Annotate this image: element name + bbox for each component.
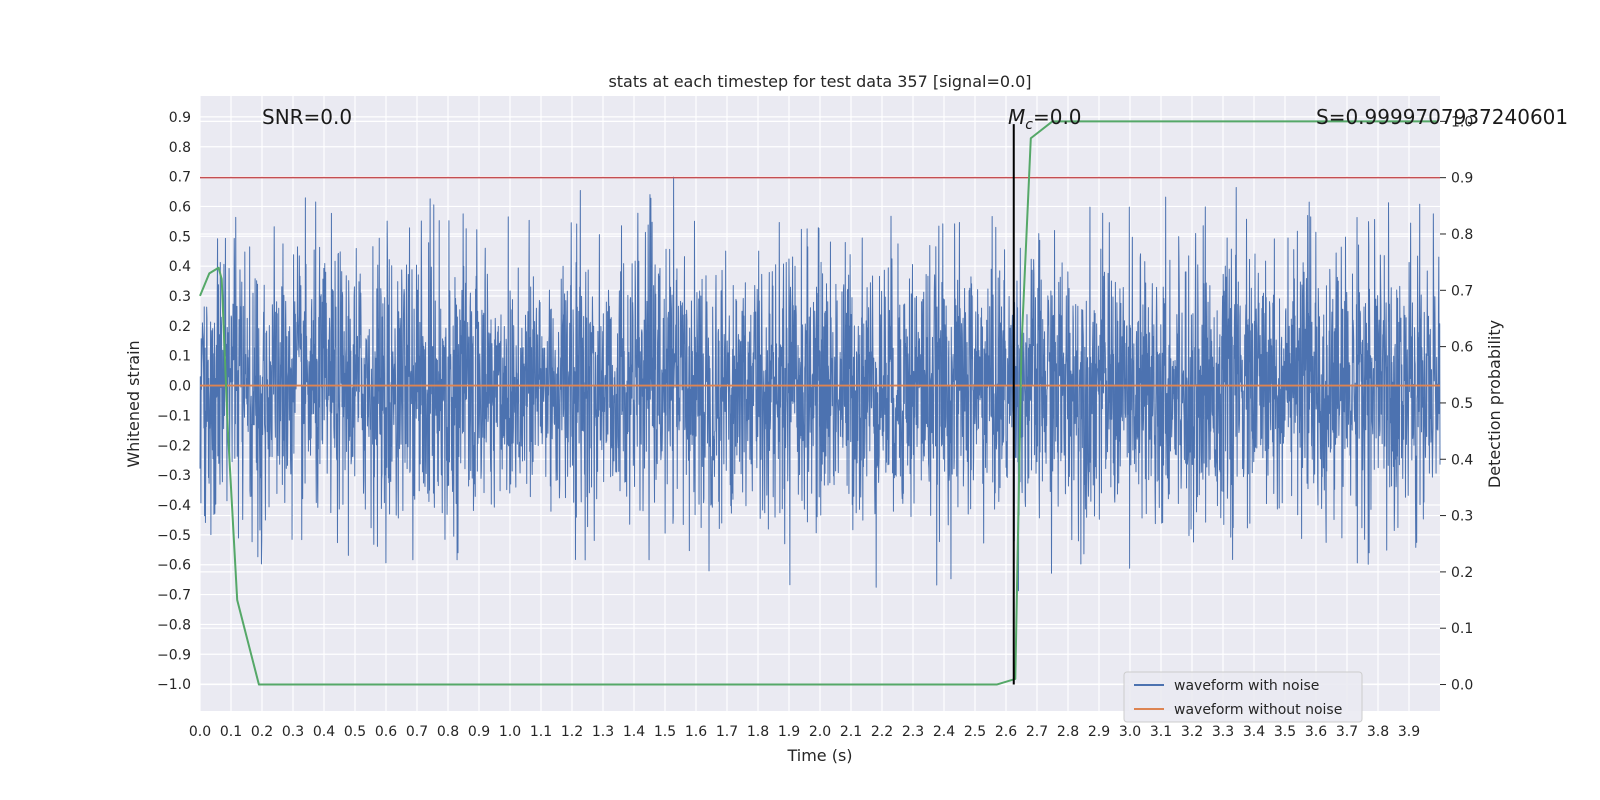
x-tick-label: 2.2 <box>871 724 893 740</box>
series-noise-line <box>199 176 1441 592</box>
legend-label-clean: waveform without noise <box>1174 702 1342 718</box>
series-detection-probability-line <box>199 120 1437 686</box>
y-tick-label: −0.6 <box>157 558 191 574</box>
x-tick-label: 3.4 <box>1243 724 1265 740</box>
legend: waveform with noise waveform without noi… <box>1123 671 1363 723</box>
x-tick-label: 1.8 <box>747 724 769 740</box>
y-tick-label: 0.6 <box>169 199 191 215</box>
y-tick-label: −0.8 <box>157 617 191 633</box>
legend-box <box>1123 671 1363 723</box>
y2-tick-label: 0.0 <box>1451 678 1473 694</box>
snr-annotation: SNR=0.0 <box>262 105 352 129</box>
x-tick-label: 1.1 <box>530 724 552 740</box>
s-annotation: S=0.9999707937240601 <box>1316 105 1568 129</box>
y2-axis-label: Detection probability <box>1485 320 1504 488</box>
noise-waveform <box>199 176 1441 592</box>
y-tick-label: 0.1 <box>169 349 191 365</box>
x-tick-label: 0.5 <box>344 724 366 740</box>
x-tick-label: 1.7 <box>716 724 738 740</box>
y-tick-label: 0.5 <box>169 229 191 245</box>
x-tick-label: 2.6 <box>995 724 1017 740</box>
y-tick-label: 0.2 <box>169 319 191 335</box>
x-tick-label: 3.1 <box>1150 724 1172 740</box>
y2-tick-label: 0.3 <box>1451 509 1473 525</box>
x-tick-label: 1.4 <box>623 724 645 740</box>
x-tick-label: 2.4 <box>933 724 955 740</box>
x-tick-label: 0.7 <box>406 724 428 740</box>
y-axis-label: Whitened strain <box>124 340 143 467</box>
x-tick-label: 3.7 <box>1336 724 1358 740</box>
chirp-mass-annotation: Mc=0.0 <box>1008 105 1082 133</box>
y2-tick-label: 0.7 <box>1451 283 1473 299</box>
y-tick-label: −0.3 <box>157 468 191 484</box>
x-tick-label: 2.8 <box>1057 724 1079 740</box>
y2-tick-label: 0.5 <box>1451 396 1473 412</box>
x-tick-label: 1.6 <box>685 724 707 740</box>
x-tick-label: 2.7 <box>1026 724 1048 740</box>
y2-tick-label: 0.4 <box>1451 452 1473 468</box>
y-tick-label: 0.3 <box>169 289 191 305</box>
x-tick-label: 2.0 <box>809 724 831 740</box>
legend-label-noise: waveform with noise <box>1174 678 1319 694</box>
x-ticks: 0.0 0.1 0.2 0.3 0.4 0.5 0.6 0.7 0.8 0.9 1.0 1.1 1.2 1… <box>189 724 1420 740</box>
x-tick-label: 3.9 <box>1398 724 1420 740</box>
x-tick-label: 0.2 <box>251 724 273 740</box>
y2-tick-label: 0.2 <box>1451 565 1473 581</box>
x-tick-label: 1.5 <box>654 724 676 740</box>
y-tick-label: 0.4 <box>169 259 191 275</box>
x-tick-label: 1.9 <box>778 724 800 740</box>
x-tick-label: 2.9 <box>1088 724 1110 740</box>
y2-tick-label: 0.6 <box>1451 340 1473 356</box>
y-tick-label: −0.9 <box>157 647 191 663</box>
x-tick-label: 1.2 <box>561 724 583 740</box>
x-tick-label: 3.5 <box>1274 724 1296 740</box>
x-tick-label: 2.1 <box>840 724 862 740</box>
y-tick-label: 0.0 <box>169 379 191 395</box>
x-tick-label: 3.8 <box>1367 724 1389 740</box>
lines-layer <box>199 120 1440 686</box>
y-tick-label: 0.7 <box>169 170 191 186</box>
x-tick-label: 2.3 <box>902 724 924 740</box>
chart-title: stats at each timestep for test data 357… <box>608 72 1031 91</box>
y-tick-label: 0.9 <box>169 110 191 126</box>
y-tick-label: −0.2 <box>157 438 191 454</box>
y-tick-label: −0.1 <box>157 408 191 424</box>
y-ticks: 0.9 0.8 0.7 0.6 0.5 0.4 0.3 0.2 0.1 0.0 −0.1 −0.2 −0… <box>157 110 191 693</box>
x-tick-label: 0.6 <box>375 724 397 740</box>
x-tick-label: 0.8 <box>437 724 459 740</box>
y2-tick-label: 1.0 <box>1451 114 1473 130</box>
x-tick-label: 3.0 <box>1119 724 1141 740</box>
chirp-mass-symbol: M <box>1008 105 1025 129</box>
x-tick-label: 0.4 <box>313 724 335 740</box>
x-tick-label: 0.9 <box>468 724 490 740</box>
x-tick-label: 0.3 <box>282 724 304 740</box>
y2-tick-label: 0.9 <box>1451 171 1473 187</box>
x-tick-label: 3.3 <box>1212 724 1234 740</box>
x-tick-label: 0.1 <box>220 724 242 740</box>
y-tick-label: −0.7 <box>157 588 191 604</box>
y-tick-label: 0.8 <box>169 140 191 156</box>
x-tick-label: 1.3 <box>592 724 614 740</box>
x-tick-label: 1.0 <box>499 724 521 740</box>
y-tick-label: −1.0 <box>157 677 191 693</box>
y2-ticks: 1.0 0.9 0.8 0.7 0.6 0.5 0.4 0.3 0.2 0.1 0.0 <box>1440 114 1473 694</box>
x-tick-label: 0.0 <box>189 724 211 740</box>
y2-tick-label: 0.1 <box>1451 621 1473 637</box>
chirp-mass-subscript: c <box>1025 117 1033 133</box>
y2-tick-label: 0.8 <box>1451 227 1473 243</box>
chirp-mass-value: =0.0 <box>1033 105 1082 129</box>
y-tick-label: −0.4 <box>157 498 191 514</box>
y-tick-label: −0.5 <box>157 528 191 544</box>
x-axis-label: Time (s) <box>786 746 852 765</box>
x-tick-label: 3.2 <box>1181 724 1203 740</box>
x-tick-label: 2.5 <box>964 724 986 740</box>
x-tick-label: 3.6 <box>1305 724 1327 740</box>
